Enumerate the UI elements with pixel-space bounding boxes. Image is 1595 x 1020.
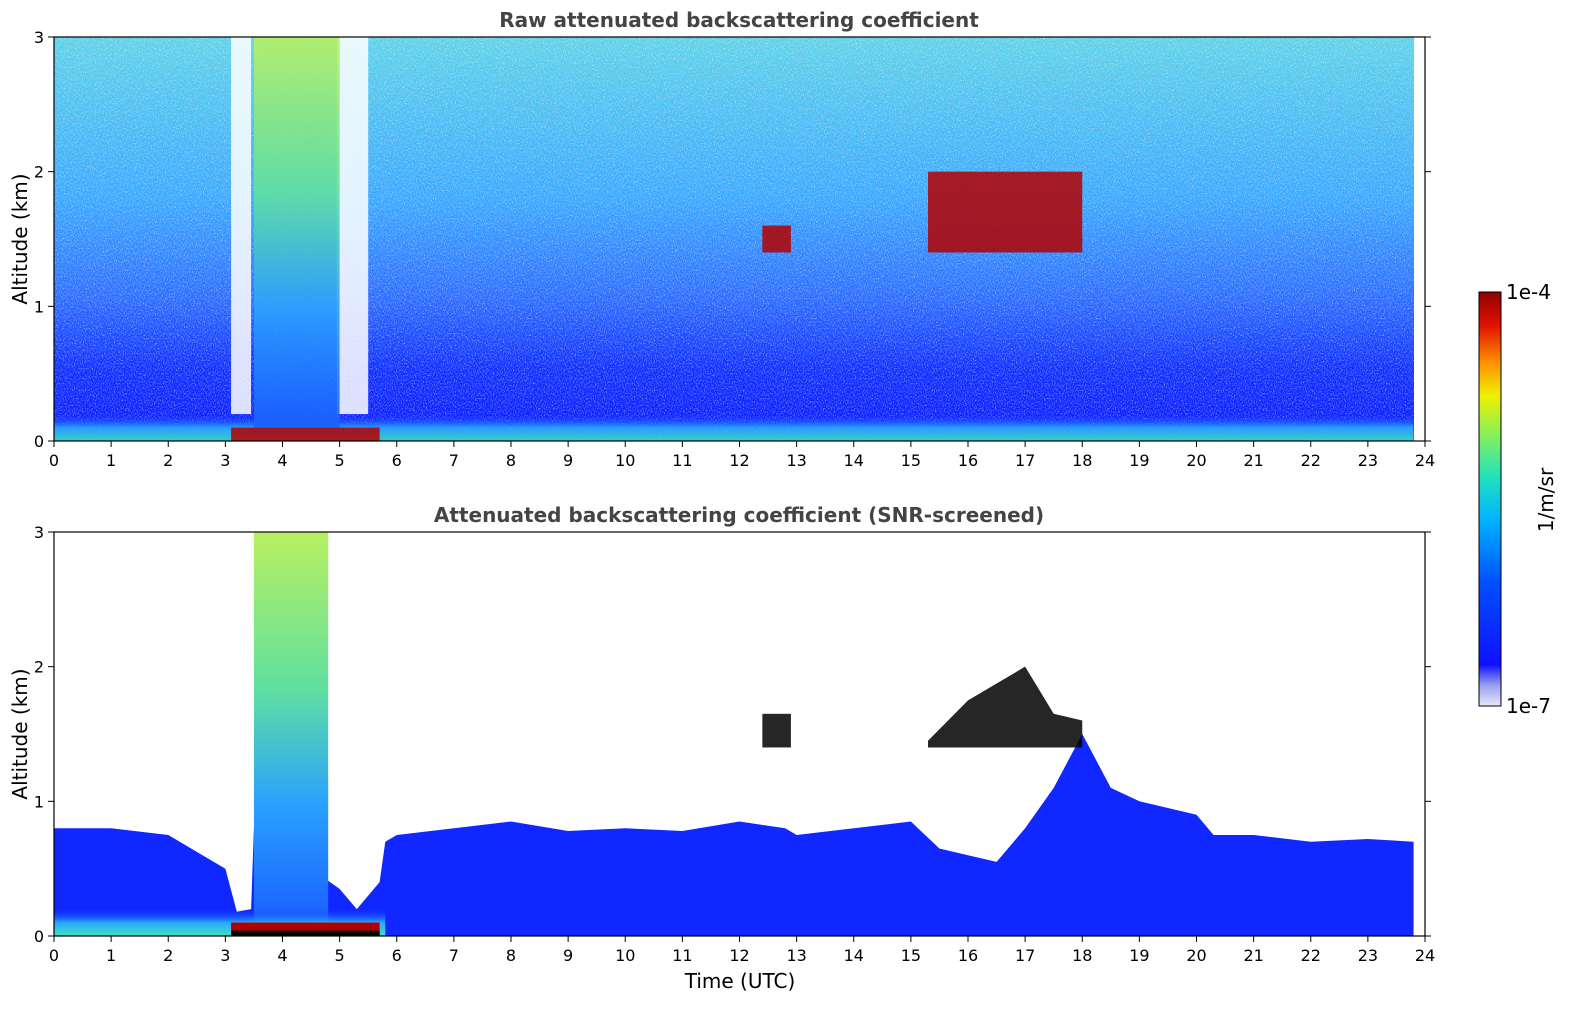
raw-heatmap [54,37,1414,441]
x-tick-label: 20 [1186,946,1206,965]
x-tick-label: 21 [1243,451,1263,470]
colorbar-max-label: 1e-4 [1506,280,1551,304]
x-tick-label: 17 [1015,946,1035,965]
x-tick-label: 13 [786,946,806,965]
x-tick-label: 0 [49,451,59,470]
x-tick-label: 23 [1358,451,1378,470]
colorbar-unit-label: 1/m/sr [1534,467,1558,532]
chart-title: Attenuated backscattering coefficient (S… [434,503,1044,527]
chart-title: Raw attenuated backscattering coefficien… [499,8,979,32]
x-tick-label: 19 [1129,451,1149,470]
x-tick-label: 11 [672,946,692,965]
x-tick-label: 12 [729,946,749,965]
x-tick-label: 11 [672,451,692,470]
x-tick-label: 4 [277,946,287,965]
y-tick-label: 3 [34,28,44,47]
signal-gap [337,37,368,414]
x-tick-label: 0 [49,946,59,965]
x-tick-label: 1 [106,451,116,470]
y-axis-label: Altitude (km) [8,668,32,799]
cloud-small [762,226,791,253]
x-axis-label: Time (UTC) [684,969,796,993]
x-tick-label: 2 [163,946,173,965]
y-tick-label: 2 [34,658,44,677]
x-tick-label: 4 [277,451,287,470]
x-tick-label: 5 [335,946,345,965]
x-tick-label: 16 [958,946,978,965]
cloud-small [762,714,791,748]
x-tick-label: 17 [1015,451,1035,470]
x-tick-label: 24 [1415,451,1435,470]
x-tick-label: 24 [1415,946,1435,965]
cloud-patch [928,172,1082,253]
x-tick-label: 7 [449,451,459,470]
x-tick-label: 8 [506,946,516,965]
low-dense-layer-core [231,931,380,936]
y-tick-label: 0 [34,927,44,946]
x-tick-label: 22 [1301,451,1321,470]
x-tick-label: 1 [106,946,116,965]
y-tick-label: 0 [34,432,44,451]
signal-gap [231,37,251,414]
x-tick-label: 8 [506,451,516,470]
x-tick-label: 10 [615,946,635,965]
x-tick-label: 10 [615,451,635,470]
x-tick-label: 13 [786,451,806,470]
x-tick-label: 22 [1301,946,1321,965]
panel-raw: Raw attenuated backscattering coefficien… [8,8,1435,470]
low-dense-layer [231,428,380,441]
x-tick-label: 16 [958,451,978,470]
x-tick-label: 15 [901,946,921,965]
x-tick-label: 19 [1129,946,1149,965]
panel-screened: Attenuated backscattering coefficient (S… [8,503,1435,993]
x-tick-label: 3 [220,946,230,965]
y-axis-label: Altitude (km) [8,173,32,304]
colorbar-min-label: 1e-7 [1506,694,1551,718]
x-tick-label: 21 [1243,946,1263,965]
x-tick-label: 14 [844,451,864,470]
x-tick-label: 3 [220,451,230,470]
x-tick-label: 7 [449,946,459,965]
x-tick-label: 6 [392,451,402,470]
y-tick-label: 2 [34,163,44,182]
x-tick-label: 6 [392,946,402,965]
x-tick-label: 20 [1186,451,1206,470]
x-tick-label: 9 [563,451,573,470]
x-tick-label: 12 [729,451,749,470]
y-tick-label: 1 [34,297,44,316]
column-plume [254,532,328,923]
x-tick-label: 14 [844,946,864,965]
y-tick-label: 1 [34,792,44,811]
screened-heatmap [54,532,1414,936]
colorbar: 1e-4 1e-7 1/m/sr [1479,280,1558,718]
x-tick-label: 2 [163,451,173,470]
x-tick-label: 9 [563,946,573,965]
x-tick-label: 5 [335,451,345,470]
x-tick-label: 23 [1358,946,1378,965]
y-tick-label: 3 [34,523,44,542]
column-plume [254,37,340,428]
cloud-patch [928,667,1082,748]
backscatter-figure: Raw attenuated backscattering coefficien… [0,0,1595,1020]
x-tick-label: 18 [1072,451,1092,470]
x-tick-label: 18 [1072,946,1092,965]
colorbar-gradient [1479,292,1501,706]
x-tick-label: 15 [901,451,921,470]
